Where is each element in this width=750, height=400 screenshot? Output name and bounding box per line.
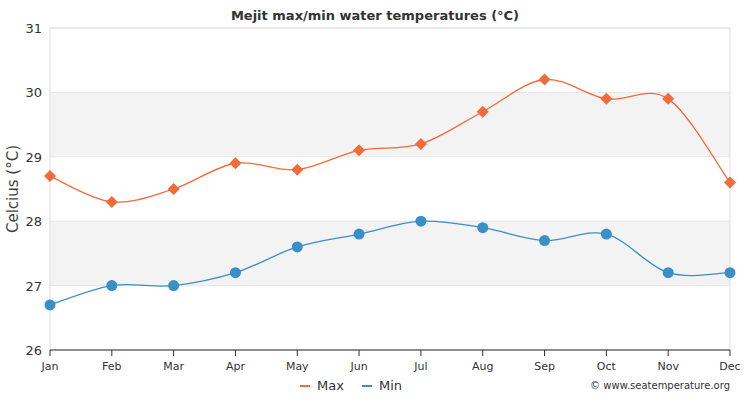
x-tick	[297, 350, 298, 356]
x-tick-label: May	[286, 360, 309, 373]
grid-line	[50, 156, 730, 157]
x-tick	[544, 350, 545, 356]
x-tick	[420, 350, 421, 356]
x-tick-label: Jan	[41, 360, 59, 373]
y-tick-label: 28	[25, 214, 42, 229]
legend-swatch	[362, 385, 372, 387]
x-tick	[730, 350, 731, 356]
marker	[168, 280, 179, 291]
x-tick	[235, 350, 236, 356]
marker	[354, 229, 365, 240]
x-tick-label: Dec	[719, 360, 740, 373]
x-tick	[359, 350, 360, 356]
marker	[415, 138, 427, 150]
grid-band	[50, 92, 730, 156]
marker	[600, 93, 612, 105]
marker	[415, 216, 426, 227]
x-tick-label: Mar	[163, 360, 184, 373]
marker	[45, 299, 56, 310]
marker	[477, 222, 488, 233]
grid-band	[50, 221, 730, 285]
plot-area	[44, 74, 736, 311]
x-tick-label: Jun	[349, 360, 367, 373]
y-tick-label: 31	[25, 21, 42, 36]
marker	[168, 183, 180, 195]
x-tick	[606, 350, 607, 356]
series-line	[50, 221, 730, 305]
marker	[539, 74, 551, 86]
y-tick-label: 26	[25, 343, 42, 358]
marker	[230, 267, 241, 278]
y-tick-label: 29	[25, 150, 42, 165]
x-tick	[173, 350, 174, 356]
grid-line	[50, 221, 730, 222]
marker	[724, 177, 736, 189]
x-tick	[668, 350, 669, 356]
x-tick-label: Feb	[102, 360, 121, 373]
marker	[477, 106, 489, 118]
series-line	[50, 79, 730, 202]
marker	[601, 229, 612, 240]
legend-label: Min	[379, 378, 402, 393]
x-axis	[50, 350, 730, 351]
x-tick	[50, 350, 51, 356]
x-tick-label: Sep	[534, 360, 555, 373]
marker	[106, 196, 118, 208]
marker	[353, 144, 365, 156]
y-tick-label: 27	[25, 279, 42, 294]
marker	[539, 235, 550, 246]
marker	[44, 170, 56, 182]
y-axis-label: Celcius (°C)	[4, 145, 22, 233]
marker	[229, 157, 241, 169]
marker	[663, 267, 674, 278]
plot-frame	[50, 28, 730, 350]
marker	[291, 164, 303, 176]
x-tick-label: Apr	[226, 360, 246, 373]
grid-line	[50, 92, 730, 93]
title: Mejit max/min water temperatures (°C)	[231, 8, 519, 23]
x-tick	[111, 350, 112, 356]
grid-line	[50, 350, 730, 351]
x-tick	[482, 350, 483, 356]
x-tick-label: Jul	[413, 360, 427, 373]
x-tick-label: Oct	[597, 360, 617, 373]
marker	[662, 93, 674, 105]
legend-swatch	[300, 385, 310, 387]
marker	[106, 280, 117, 291]
y-tick-label: 30	[25, 85, 42, 100]
x-tick-label: Aug	[472, 360, 493, 373]
marker	[292, 241, 303, 252]
legend-label: Max	[317, 378, 344, 393]
source: © www.seatemperature.org	[590, 380, 730, 391]
marker	[725, 267, 736, 278]
x-tick-label: Nov	[657, 360, 679, 373]
